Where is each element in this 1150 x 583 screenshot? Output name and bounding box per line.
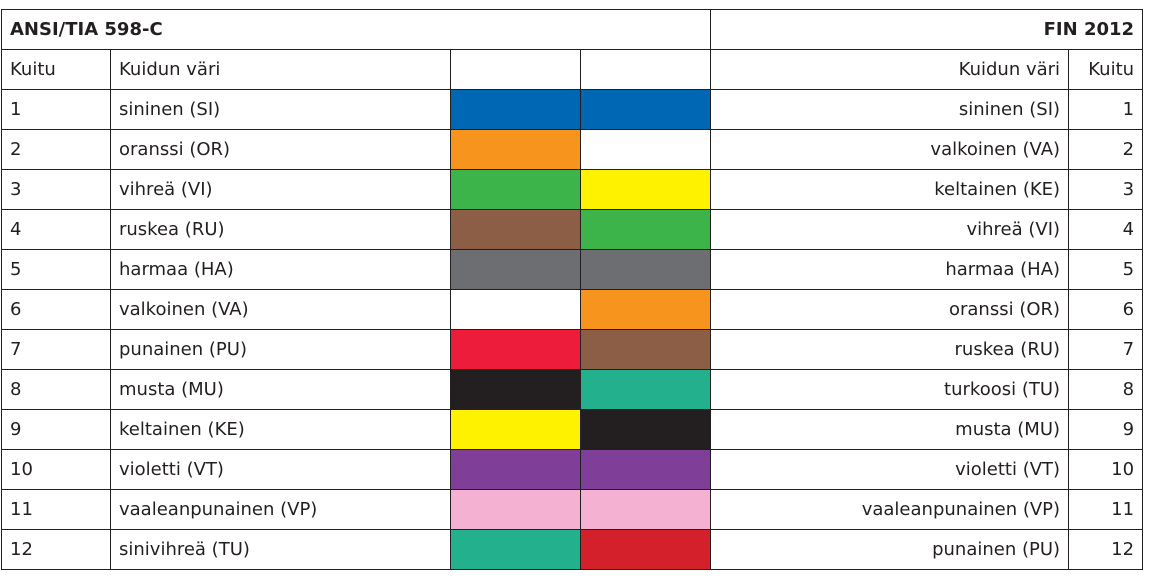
- color-swatch: [579, 209, 712, 250]
- color-name: valkoinen (VA): [710, 129, 1070, 170]
- color-name: ruskea (RU): [110, 209, 451, 250]
- fiber-number: 4: [1068, 209, 1144, 250]
- color-name: vaaleanpunainen (VP): [110, 489, 451, 530]
- left-title: ANSI/TIA 598-C: [0, 9, 712, 50]
- fiber-row: 11 vaaleanpunainen (VP) vaaleanpunainen (V…: [1, 489, 1144, 530]
- fiber-row: 12 sinivihreä (TU) punainen (PU) 12: [1, 529, 1144, 570]
- fiber-number: 8: [1068, 369, 1144, 410]
- color-swatch: [450, 129, 581, 170]
- fiber-number: 4: [1, 209, 111, 250]
- color-name: musta (MU): [710, 409, 1070, 450]
- fiber-row: 4 ruskea (RU) vihreä (VI) 4: [1, 209, 1144, 250]
- color-name: musta (MU): [110, 369, 451, 410]
- color-swatch: [579, 369, 712, 410]
- fiber-row: 8 musta (MU) turkoosi (TU) 8: [1, 369, 1144, 410]
- empty-header: [450, 49, 581, 90]
- fiber-number: 7: [1068, 329, 1144, 370]
- fiber-number: 3: [1068, 169, 1144, 210]
- fiber-number: 1: [1068, 89, 1144, 130]
- fiber-number: 9: [1, 409, 111, 450]
- color-name: harmaa (HA): [110, 249, 451, 290]
- fiber-row: 10 violetti (VT) violetti (VT) 10: [1, 449, 1144, 490]
- right-title: FIN 2012: [710, 9, 1144, 50]
- fiber-number: 3: [1, 169, 111, 210]
- color-name: violetti (VT): [110, 449, 451, 490]
- color-swatch: [579, 249, 712, 290]
- fiber-number: 2: [1068, 129, 1144, 170]
- color-swatch: [579, 89, 712, 130]
- fiber-number: 11: [1, 489, 111, 530]
- fiber-number: 7: [1, 329, 111, 370]
- color-name: vaaleanpunainen (VP): [710, 489, 1070, 530]
- column-header-row: Kuitu Kuidun väri Kuidun väri Kuitu: [1, 49, 1144, 90]
- color-swatch: [450, 169, 581, 210]
- color-swatch: [579, 409, 712, 450]
- color-swatch: [450, 489, 581, 530]
- column-header: Kuidun väri: [110, 49, 451, 90]
- color-name: valkoinen (VA): [110, 289, 451, 330]
- color-swatch: [579, 489, 712, 530]
- color-swatch: [450, 89, 581, 130]
- color-name: sininen (SI): [710, 89, 1070, 130]
- fiber-number: 9: [1068, 409, 1144, 450]
- color-swatch: [450, 209, 581, 250]
- fiber-row: 3 vihreä (VI) keltainen (KE) 3: [1, 169, 1144, 210]
- fiber-row: 9 keltainen (KE) musta (MU) 9: [1, 409, 1144, 450]
- fiber-number: 12: [1068, 529, 1144, 570]
- color-swatch: [450, 369, 581, 410]
- fiber-number: 6: [1068, 289, 1144, 330]
- fiber-row: 5 harmaa (HA) harmaa (HA) 5: [1, 249, 1144, 290]
- color-name: violetti (VT): [710, 449, 1070, 490]
- color-swatch: [450, 409, 581, 450]
- color-name: keltainen (KE): [710, 169, 1070, 210]
- fiber-row: 1 sininen (SI) sininen (SI) 1: [1, 89, 1144, 130]
- table-body: ANSI/TIA 598-C FIN 2012 Kuitu Kuidun vär…: [0, 9, 1144, 570]
- fiber-number: 2: [1, 129, 111, 170]
- color-swatch: [450, 449, 581, 490]
- color-name: oranssi (OR): [710, 289, 1070, 330]
- fiber-number: 10: [1068, 449, 1144, 490]
- color-name: keltainen (KE): [110, 409, 451, 450]
- color-swatch: [579, 529, 712, 570]
- fiber-number: 5: [1068, 249, 1144, 290]
- fiber-color-table: ANSI/TIA 598-C FIN 2012 Kuitu Kuidun vär…: [0, 9, 1144, 570]
- color-swatch: [579, 169, 712, 210]
- color-swatch: [450, 529, 581, 570]
- color-swatch: [450, 289, 581, 330]
- fiber-number: 1: [1, 89, 111, 130]
- fiber-row: 2 oranssi (OR) valkoinen (VA) 2: [1, 129, 1144, 170]
- column-header: Kuidun väri: [710, 49, 1070, 90]
- color-name: sinivihreä (TU): [110, 529, 451, 570]
- fiber-number: 11: [1068, 489, 1144, 530]
- color-name: oranssi (OR): [110, 129, 451, 170]
- fiber-number: 6: [1, 289, 111, 330]
- title-row: ANSI/TIA 598-C FIN 2012: [0, 9, 1144, 50]
- column-header: Kuitu: [1, 49, 111, 90]
- color-name: punainen (PU): [710, 529, 1070, 570]
- column-header: Kuitu: [1068, 49, 1144, 90]
- fiber-number: 8: [1, 369, 111, 410]
- color-name: harmaa (HA): [710, 249, 1070, 290]
- fiber-row: 7 punainen (PU) ruskea (RU) 7: [1, 329, 1144, 370]
- fiber-number: 12: [1, 529, 111, 570]
- color-name: punainen (PU): [110, 329, 451, 370]
- empty-header: [579, 49, 712, 90]
- color-name: vihreä (VI): [710, 209, 1070, 250]
- color-swatch: [450, 249, 581, 290]
- color-swatch: [450, 329, 581, 370]
- fiber-number: 5: [1, 249, 111, 290]
- color-name: vihreä (VI): [110, 169, 451, 210]
- color-name: sininen (SI): [110, 89, 451, 130]
- fiber-row: 6 valkoinen (VA) oranssi (OR) 6: [1, 289, 1144, 330]
- color-name: ruskea (RU): [710, 329, 1070, 370]
- fiber-number: 10: [1, 449, 111, 490]
- color-swatch: [579, 449, 712, 490]
- color-swatch: [579, 129, 712, 170]
- color-name: turkoosi (TU): [710, 369, 1070, 410]
- color-swatch: [579, 289, 712, 330]
- color-swatch: [579, 329, 712, 370]
